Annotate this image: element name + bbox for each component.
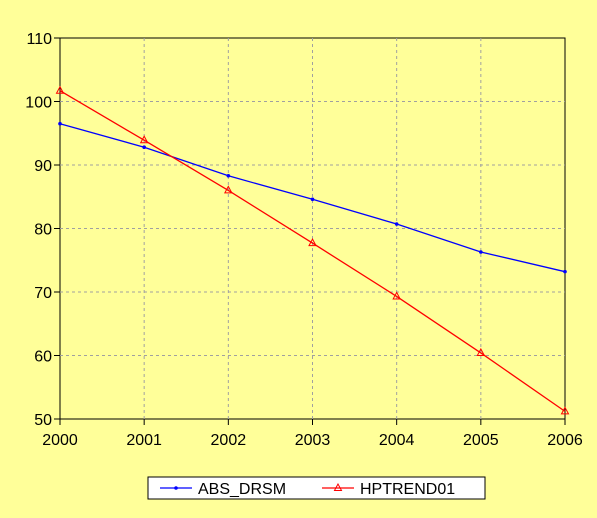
x-tick-label: 2002 bbox=[211, 432, 247, 449]
legend-item: HPTREND01 bbox=[322, 481, 455, 498]
legend-marker bbox=[333, 482, 343, 491]
data-point bbox=[476, 347, 486, 356]
legend-item: ABS_DRSM bbox=[160, 481, 286, 498]
grid-lines bbox=[60, 38, 565, 419]
series-line bbox=[59, 90, 566, 412]
x-tick-label: 2004 bbox=[379, 432, 415, 449]
series-hptrend01 bbox=[55, 85, 570, 415]
data-point bbox=[560, 406, 570, 415]
legend: ABS_DRSM HPTREND01 bbox=[147, 476, 486, 500]
data-point bbox=[226, 173, 231, 178]
x-tick-label: 2006 bbox=[547, 432, 583, 449]
y-tick-label: 80 bbox=[34, 222, 52, 239]
data-point bbox=[394, 222, 399, 226]
series-layer bbox=[55, 85, 570, 415]
y-tick-label: 110 bbox=[26, 31, 52, 48]
y-axis: 50 60 70 80 90 100 110 bbox=[25, 31, 60, 429]
series-abs-drsm bbox=[58, 121, 567, 274]
y-tick-label: 60 bbox=[34, 349, 52, 366]
y-tick-label: 70 bbox=[34, 285, 52, 302]
x-tick-label: 2001 bbox=[126, 432, 162, 449]
legend-label: HPTREND01 bbox=[360, 481, 455, 498]
legend-marker bbox=[174, 486, 178, 490]
x-tick-label: 2003 bbox=[295, 432, 331, 449]
x-tick-label: 2000 bbox=[42, 432, 78, 449]
data-point bbox=[479, 250, 483, 254]
data-point bbox=[392, 291, 402, 300]
data-point bbox=[310, 197, 315, 202]
data-point bbox=[142, 145, 146, 150]
x-axis: 2000 2001 2002 2003 2004 2005 2006 bbox=[42, 419, 583, 449]
data-point bbox=[139, 135, 149, 144]
x-tick-label: 2005 bbox=[463, 432, 499, 449]
y-tick-label: 90 bbox=[34, 158, 52, 175]
data-point bbox=[223, 185, 233, 194]
y-tick-label: 100 bbox=[25, 95, 52, 112]
legend-box bbox=[147, 476, 486, 500]
legend-label: ABS_DRSM bbox=[198, 481, 286, 498]
data-point bbox=[55, 85, 65, 94]
data-point bbox=[563, 269, 567, 274]
data-point bbox=[58, 121, 62, 126]
y-tick-label: 50 bbox=[34, 412, 52, 429]
data-point bbox=[308, 238, 317, 247]
